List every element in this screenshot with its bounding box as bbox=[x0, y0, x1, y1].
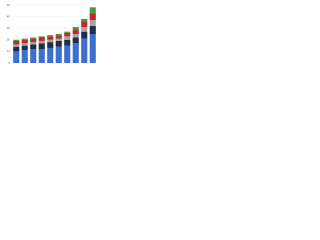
bar-segment bbox=[21, 39, 28, 44]
bar-segment bbox=[30, 37, 37, 39]
bar-segment bbox=[47, 39, 54, 43]
bar-segment bbox=[21, 45, 28, 51]
y-tick-label: 10 bbox=[7, 49, 11, 53]
bar-segment bbox=[64, 36, 71, 40]
bar-segment bbox=[89, 7, 96, 14]
bar-segment bbox=[38, 43, 45, 50]
bar-segment bbox=[72, 43, 79, 63]
bar-segment bbox=[81, 38, 88, 63]
y-tick-label: 40 bbox=[7, 14, 11, 18]
bar-segment bbox=[64, 45, 71, 63]
bar-segment bbox=[72, 29, 79, 34]
bar-segment bbox=[81, 21, 88, 28]
bar-segment bbox=[38, 40, 45, 44]
bar-segment bbox=[30, 42, 37, 45]
y-tick-label: 50 bbox=[7, 3, 11, 7]
bar-segment bbox=[21, 50, 28, 63]
bar-segment bbox=[89, 20, 96, 26]
bar-segment bbox=[13, 46, 20, 52]
bar-segment bbox=[89, 25, 96, 34]
bar-segment bbox=[72, 37, 79, 44]
bar-segment bbox=[89, 13, 96, 21]
bar-segment bbox=[55, 46, 62, 63]
bar-segment bbox=[13, 40, 20, 45]
bar-segment bbox=[55, 34, 62, 36]
bar-segment bbox=[38, 37, 45, 41]
bar-segment bbox=[47, 35, 54, 37]
bar-segment bbox=[81, 27, 88, 32]
bar-segment bbox=[13, 51, 20, 63]
bar-segment bbox=[55, 40, 62, 47]
bar-segment bbox=[64, 31, 71, 33]
bar-segment bbox=[81, 31, 88, 39]
bar-segment bbox=[21, 43, 28, 46]
bar-segment bbox=[55, 35, 62, 39]
bar-segment bbox=[13, 44, 20, 47]
bar-segment bbox=[38, 36, 45, 38]
y-tick-label: 20 bbox=[7, 38, 11, 42]
bar-segment bbox=[81, 18, 88, 22]
bar-segment bbox=[30, 49, 37, 63]
bar-segment bbox=[30, 44, 37, 50]
bar-segment bbox=[30, 38, 37, 43]
bar-segment bbox=[72, 27, 79, 30]
bar-segment bbox=[47, 47, 54, 63]
bar-segment bbox=[21, 38, 28, 40]
bar-segment bbox=[55, 38, 62, 41]
bar-segment bbox=[64, 32, 71, 37]
bar-segment bbox=[13, 39, 20, 41]
bar-segment bbox=[64, 39, 71, 46]
y-tick-label: 30 bbox=[7, 26, 11, 30]
bar-segment bbox=[47, 42, 54, 48]
bar-segment bbox=[72, 34, 79, 38]
bar-segment bbox=[47, 36, 54, 40]
bar-segment bbox=[89, 34, 96, 63]
chart: 0 10 20 30 40 50 bbox=[7, 3, 97, 65]
y-tick-label: 0 bbox=[8, 61, 10, 65]
bar-segment bbox=[38, 49, 45, 63]
